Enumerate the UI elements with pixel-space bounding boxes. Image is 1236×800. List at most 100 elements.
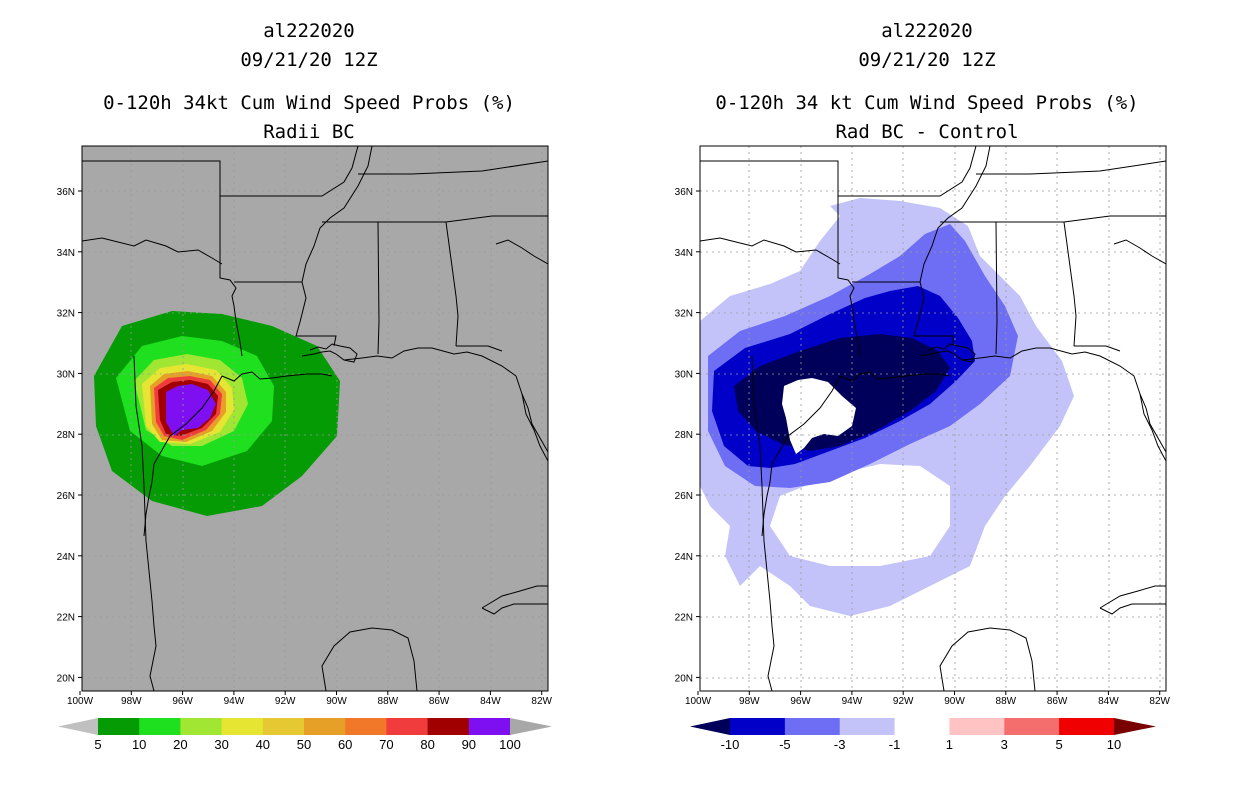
- lon-label: 100W: [685, 696, 712, 707]
- colorbar-swatch: [839, 718, 896, 735]
- lon-label: 84W: [1098, 696, 1119, 707]
- colorbar-label: 5: [94, 737, 101, 752]
- colorbar-swatch: [1059, 718, 1115, 735]
- diff-white-core: [782, 378, 856, 454]
- lon-label: 84W: [480, 696, 501, 707]
- left-map-frame: [81, 145, 549, 692]
- colorbar-label: 80: [420, 737, 434, 752]
- left-lat-labels: 36N 34N 32N 30N 28N 26N 24N 22N 20N: [57, 187, 82, 684]
- colorbar-over-arrow: [510, 718, 552, 735]
- colorbar-swatch: [221, 718, 264, 735]
- colorbar-label: 60: [338, 737, 352, 752]
- colorbar-label: 3: [1001, 737, 1008, 752]
- colorbar-under-arrow: [58, 718, 98, 735]
- lon-label: 90W: [326, 696, 347, 707]
- colorbar-swatch: [386, 718, 429, 735]
- lon-label: 94W: [842, 696, 863, 707]
- colorbar-label: 40: [256, 737, 270, 752]
- colorbar-swatch: [894, 718, 950, 735]
- colorbar-swatch: [98, 718, 140, 735]
- left-colorbar: 5 10 20 30 40 50 60 70 80 90 100: [58, 718, 552, 752]
- lon-label: 82W: [1149, 696, 1170, 707]
- left-storm-id: al222020: [263, 20, 355, 42]
- lat-label: 20N: [675, 673, 693, 684]
- left-lon-labels: 100W 98W 96W 94W 92W 90W 88W 86W 84W 82W: [67, 691, 553, 707]
- lat-label: 22N: [57, 613, 75, 624]
- lon-label: 88W: [378, 696, 399, 707]
- colorbar-label: 5: [1056, 737, 1063, 752]
- colorbar-swatch: [784, 718, 841, 735]
- right-map-frame: [699, 145, 1167, 692]
- lon-label: 86W: [429, 696, 450, 707]
- colorbar-over-arrow: [1114, 718, 1156, 735]
- lon-label: 82W: [531, 696, 552, 707]
- colorbar-swatch: [262, 718, 305, 735]
- lat-label: 28N: [57, 430, 75, 441]
- left-datetime: 09/21/20 12Z: [240, 49, 377, 71]
- colorbar-swatch: [1004, 718, 1060, 735]
- lat-label: 26N: [57, 491, 75, 502]
- lat-label: 20N: [57, 673, 75, 684]
- lon-label: 88W: [996, 696, 1017, 707]
- left-subtitle: Radii BC: [263, 121, 355, 143]
- lat-label: 28N: [675, 430, 693, 441]
- lon-label: 98W: [739, 696, 760, 707]
- right-colorbar: -10 -5 -3 -1 1 3 5 10: [690, 718, 1156, 752]
- left-map: [82, 146, 548, 691]
- lat-label: 30N: [57, 369, 75, 380]
- lat-label: 32N: [57, 309, 75, 320]
- right-lat-labels: 36N 34N 32N 30N 28N 26N 24N 22N 20N: [675, 187, 700, 684]
- colorbar-label: 1: [946, 737, 953, 752]
- right-subtitle: Rad BC - Control: [835, 121, 1018, 143]
- colorbar-under-arrow: [690, 718, 730, 735]
- lon-label: 98W: [121, 696, 142, 707]
- lat-label: 26N: [675, 491, 693, 502]
- colorbar-swatch: [949, 718, 1005, 735]
- left-title: 0-120h 34kt Cum Wind Speed Probs (%): [103, 92, 515, 114]
- colorbar-label: -3: [834, 737, 846, 752]
- left-panel: al222020 09/21/20 12Z 0-120h 34kt Cum Wi…: [57, 20, 553, 752]
- lon-label: 94W: [224, 696, 245, 707]
- colorbar-label: 20: [173, 737, 187, 752]
- colorbar-label: -1: [889, 737, 901, 752]
- lon-label: 92W: [893, 696, 914, 707]
- right-title: 0-120h 34 kt Cum Wind Speed Probs (%): [715, 92, 1138, 114]
- colorbar-swatch: [139, 718, 181, 735]
- lon-label: 90W: [944, 696, 965, 707]
- colorbar-swatch: [427, 718, 470, 735]
- colorbar-label: -10: [721, 737, 740, 752]
- colorbar-label: 30: [214, 737, 228, 752]
- colorbar-label: 10: [132, 737, 146, 752]
- lat-label: 22N: [675, 613, 693, 624]
- colorbar-label: -5: [779, 737, 791, 752]
- right-panel: al222020 09/21/20 12Z 0-120h 34 kt Cum W…: [675, 20, 1171, 752]
- lon-label: 100W: [67, 696, 94, 707]
- right-datetime: 09/21/20 12Z: [858, 49, 995, 71]
- lat-label: 24N: [57, 552, 75, 563]
- lat-label: 32N: [675, 309, 693, 320]
- lon-label: 96W: [172, 696, 193, 707]
- colorbar-swatch: [730, 718, 786, 735]
- lon-label: 86W: [1047, 696, 1068, 707]
- colorbar-label: 10: [1107, 737, 1121, 752]
- colorbar-swatch: [304, 718, 346, 735]
- right-lon-labels: 100W 98W 96W 94W 92W 90W 88W 86W 84W 82W: [685, 691, 1171, 707]
- lat-label: 36N: [675, 187, 693, 198]
- colorbar-swatch: [180, 718, 223, 735]
- lat-label: 36N: [57, 187, 75, 198]
- right-map: [700, 146, 1166, 691]
- lat-label: 30N: [675, 369, 693, 380]
- prob-100-contour: [166, 384, 216, 436]
- colorbar-label: 50: [297, 737, 311, 752]
- right-storm-id: al222020: [881, 20, 973, 42]
- lat-label: 24N: [675, 552, 693, 563]
- colorbar-swatch: [468, 718, 511, 735]
- right-graticule: [700, 146, 1166, 691]
- colorbar-swatch: [345, 718, 387, 735]
- left-graticule: [82, 146, 548, 691]
- colorbar-label: 70: [379, 737, 393, 752]
- lon-label: 96W: [790, 696, 811, 707]
- lat-label: 34N: [675, 248, 693, 259]
- colorbar-label: 100: [499, 737, 521, 752]
